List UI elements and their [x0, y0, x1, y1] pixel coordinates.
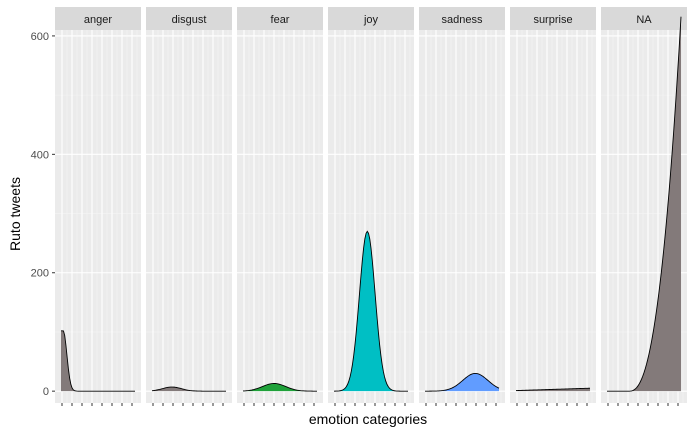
- facet-strip: [146, 7, 232, 30]
- facet-strip: [55, 7, 141, 30]
- density-area-joy: [334, 231, 408, 392]
- facet-strip-label: fear: [271, 14, 290, 26]
- density-outline-surprise: [515, 387, 591, 392]
- facet-fear: fear: [237, 7, 323, 406]
- facet-strip-label: surprise: [533, 14, 572, 26]
- facet-strip-label: disgust: [172, 14, 207, 26]
- x-axis-title: emotion categories: [309, 411, 427, 427]
- y-tick-label: 200: [31, 268, 49, 280]
- density-area-sadness: [425, 373, 499, 392]
- facet-strip: [419, 7, 505, 30]
- density-outline-joy: [333, 230, 408, 392]
- panel-background: [146, 30, 232, 403]
- facet-strip-label: anger: [84, 14, 112, 26]
- facet-strip: [510, 7, 596, 30]
- facet-panels: anger disgust fear joy sadness surprise NA: [55, 7, 687, 406]
- y-tick-label: 400: [31, 149, 49, 161]
- panel-background: [510, 30, 596, 403]
- density-area-fear: [243, 383, 317, 392]
- facet-disgust: disgust: [146, 7, 232, 406]
- density-outline-na: [607, 16, 682, 392]
- density-area-na: [607, 16, 681, 392]
- panel-background: [237, 30, 323, 403]
- density-outline-fear: [242, 383, 317, 392]
- y-axis: 0 200 400 600: [31, 31, 55, 398]
- density-outline-sadness: [425, 372, 500, 392]
- facet-surprise: surprise: [510, 7, 596, 406]
- density-outline-disgust: [151, 386, 226, 392]
- facet-strip-label: sadness: [442, 14, 483, 26]
- facet-strip: [328, 7, 414, 30]
- panel-background: [419, 30, 505, 403]
- y-axis-title: Ruto tweets: [7, 177, 23, 251]
- facet-anger: anger: [55, 7, 141, 406]
- density-outline-anger: [61, 330, 135, 392]
- facet-sadness: sadness: [419, 7, 505, 406]
- density-area-anger: [61, 330, 135, 392]
- facet-joy: joy: [328, 7, 414, 406]
- facet-strip-label: NA: [636, 14, 652, 26]
- facet-na: NA: [601, 7, 687, 406]
- panel-background: [55, 30, 141, 403]
- facet-strip: [601, 7, 687, 30]
- facet-strip-label: joy: [363, 14, 379, 26]
- y-tick-label: 600: [31, 31, 49, 43]
- y-tick-label: 0: [43, 386, 49, 398]
- facet-strip: [237, 7, 323, 30]
- density-area-disgust: [152, 387, 226, 392]
